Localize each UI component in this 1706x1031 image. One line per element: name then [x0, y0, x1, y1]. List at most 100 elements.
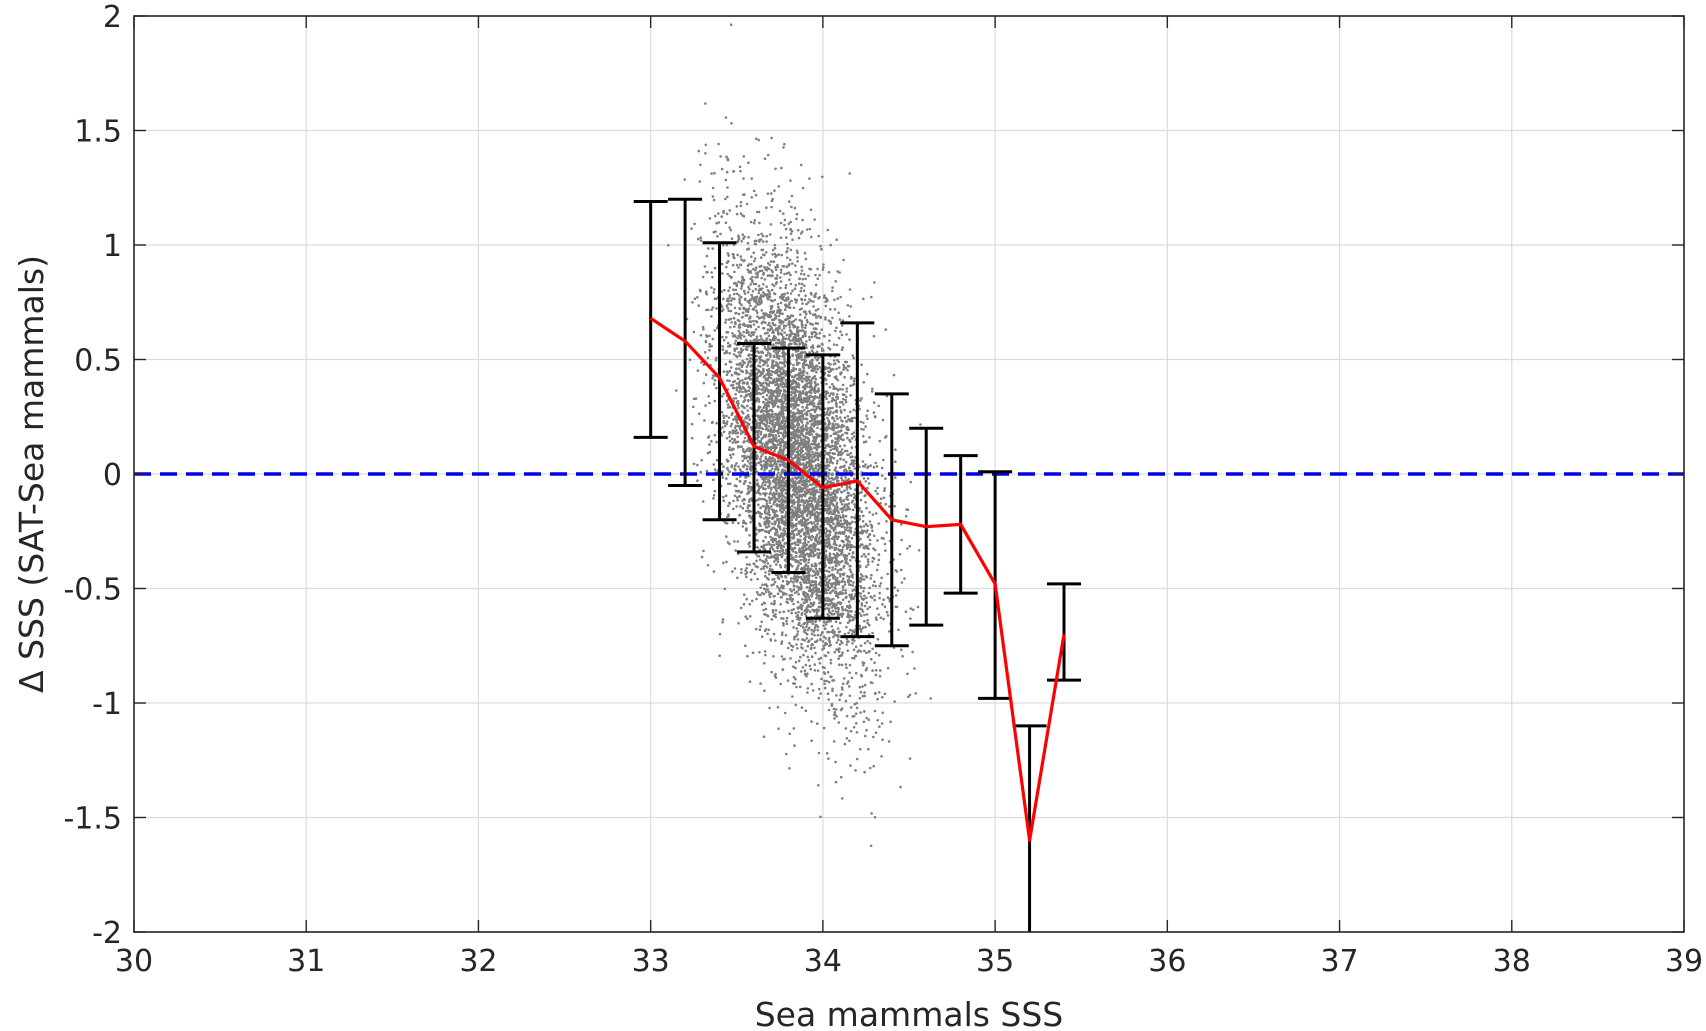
- scatter-point: [795, 460, 799, 464]
- scatter-point: [908, 693, 912, 697]
- scatter-point: [737, 312, 741, 316]
- scatter-point: [790, 590, 793, 593]
- scatter-point: [793, 591, 797, 594]
- scatter-point: [708, 334, 711, 338]
- scatter-point: [818, 445, 821, 448]
- scatter-point: [900, 538, 903, 542]
- scatter-point: [722, 495, 725, 499]
- scatter-point: [772, 318, 775, 322]
- scatter-point: [745, 597, 748, 601]
- scatter-point: [804, 649, 808, 653]
- scatter-point: [809, 322, 812, 325]
- scatter-point: [864, 493, 867, 497]
- scatter-point: [816, 569, 819, 573]
- scatter-point: [837, 553, 841, 557]
- scatter-point: [765, 559, 768, 562]
- scatter-point: [813, 410, 817, 414]
- scatter-point: [845, 714, 849, 718]
- scatter-point: [865, 667, 869, 670]
- scatter-point: [814, 651, 817, 655]
- scatter-point: [767, 507, 771, 511]
- scatter-point: [810, 391, 813, 395]
- scatter-point: [737, 489, 740, 493]
- scatter-point: [752, 297, 756, 301]
- scatter-point: [787, 609, 790, 613]
- scatter-point: [755, 545, 758, 549]
- scatter-point: [764, 571, 767, 574]
- scatter-point: [773, 458, 777, 461]
- scatter-point: [769, 381, 773, 385]
- scatter-point: [776, 558, 780, 561]
- scatter-point: [830, 625, 834, 628]
- scatter-point: [712, 291, 716, 294]
- scatter-point: [851, 629, 854, 632]
- scatter-point: [865, 728, 868, 732]
- scatter-point: [757, 298, 761, 301]
- scatter-point: [703, 419, 706, 422]
- scatter-point: [832, 429, 835, 432]
- scatter-point: [692, 397, 696, 401]
- scatter-point: [816, 426, 819, 430]
- scatter-point: [777, 434, 781, 438]
- scatter-point: [761, 486, 765, 490]
- scatter-point: [767, 478, 770, 481]
- scatter-point: [839, 416, 842, 419]
- scatter-point: [825, 569, 829, 573]
- scatter-point: [791, 480, 795, 483]
- scatter-point: [746, 654, 749, 658]
- scatter-point: [779, 276, 782, 279]
- scatter-point: [842, 540, 845, 544]
- scatter-point: [810, 363, 814, 367]
- scatter-point: [779, 553, 782, 557]
- scatter-point: [808, 664, 812, 668]
- scatter-point: [841, 346, 844, 349]
- scatter-point: [834, 780, 838, 784]
- scatter-point: [725, 212, 729, 216]
- scatter-point: [775, 353, 779, 357]
- scatter-point: [704, 373, 708, 376]
- scatter-point: [795, 412, 798, 415]
- scatter-point: [753, 219, 757, 222]
- scatter-point: [824, 392, 828, 396]
- scatter-point: [783, 272, 786, 276]
- scatter-point: [770, 618, 774, 621]
- scatter-point: [773, 252, 777, 256]
- scatter-point: [852, 472, 856, 476]
- scatter-point: [866, 409, 869, 413]
- scatter-point: [881, 696, 884, 699]
- scatter-point: [862, 649, 866, 653]
- scatter-point: [798, 337, 801, 340]
- scatter-point: [720, 410, 724, 414]
- scatter-point: [737, 465, 740, 468]
- scatter-point: [795, 492, 799, 496]
- scatter-point: [708, 345, 711, 348]
- scatter-point: [804, 326, 807, 330]
- scatter-point: [847, 631, 850, 635]
- scatter-point: [845, 485, 849, 489]
- scatter-point: [805, 413, 809, 417]
- scatter-point: [870, 390, 874, 393]
- scatter-point: [749, 578, 753, 581]
- scatter-point: [785, 296, 788, 300]
- scatter-point: [817, 423, 820, 426]
- scatter-point: [799, 493, 802, 497]
- scatter-point: [775, 274, 779, 277]
- scatter-point: [774, 553, 777, 557]
- scatter-point: [735, 355, 739, 359]
- scatter-point: [850, 595, 853, 599]
- scatter-point: [771, 329, 775, 333]
- scatter-point: [868, 605, 872, 609]
- scatter-point: [796, 600, 800, 604]
- scatter-point: [711, 337, 715, 341]
- scatter-point: [749, 271, 753, 274]
- scatter-point: [753, 572, 757, 575]
- scatter-point: [826, 630, 829, 634]
- scatter-point: [774, 521, 777, 524]
- scatter-point: [842, 564, 846, 568]
- scatter-point: [866, 607, 869, 611]
- scatter-point: [754, 282, 758, 286]
- scatter-point: [767, 358, 770, 361]
- scatter-point: [785, 333, 789, 337]
- scatter-point: [812, 305, 815, 308]
- scatter-point: [746, 363, 750, 366]
